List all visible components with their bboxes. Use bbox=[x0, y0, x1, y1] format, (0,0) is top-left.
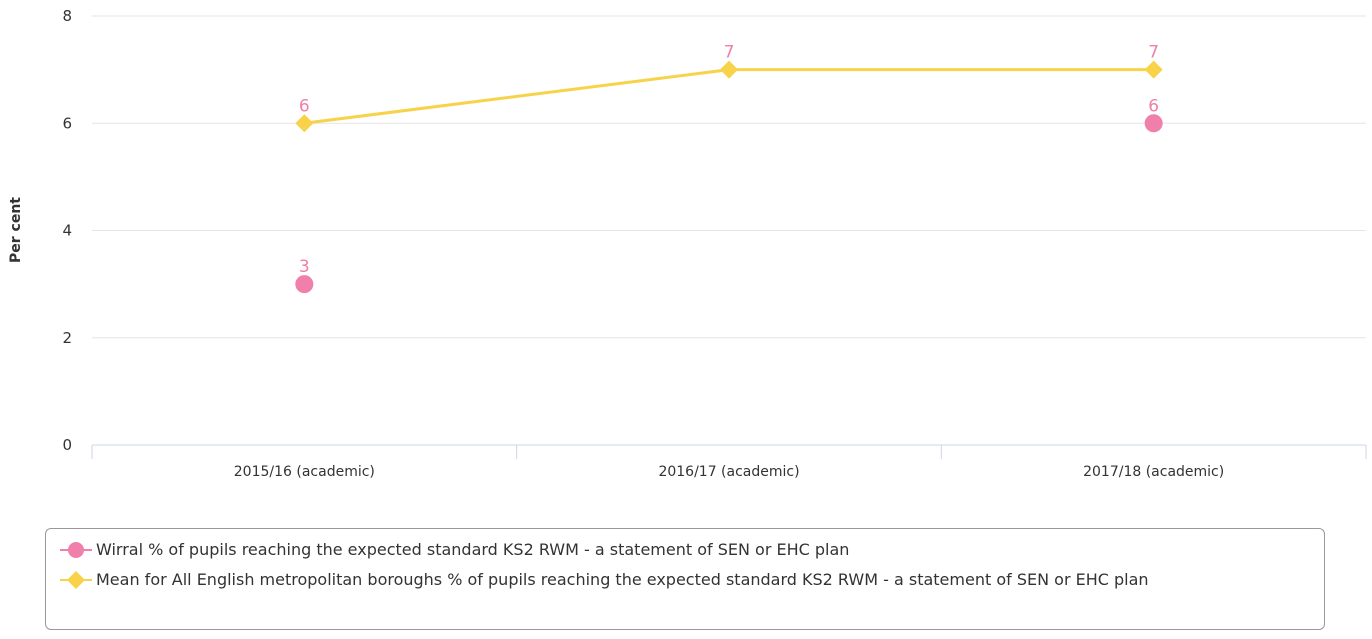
data-point[interactable] bbox=[295, 275, 314, 294]
x-tick-label: 2016/17 (academic) bbox=[658, 464, 799, 480]
legend-label-wirral: Wirral % of pupils reaching the expected… bbox=[96, 540, 850, 559]
x-tick-label: 2017/18 (academic) bbox=[1083, 464, 1224, 480]
data-label: 6 bbox=[299, 96, 310, 116]
data-labels: 3 6 6 7 7 bbox=[299, 43, 1159, 278]
y-tick-label: 8 bbox=[62, 7, 72, 25]
data-point[interactable] bbox=[720, 60, 738, 79]
x-tick-label: 2015/16 (academic) bbox=[234, 464, 375, 480]
data-point[interactable] bbox=[295, 114, 314, 133]
y-axis-ticks: 0 2 4 6 8 bbox=[62, 7, 72, 454]
y-tick-label: 2 bbox=[62, 329, 72, 347]
y-axis-label: Per cent bbox=[8, 197, 24, 263]
series-marks bbox=[295, 60, 1163, 294]
x-axis bbox=[91, 444, 1367, 459]
data-label: 3 bbox=[299, 257, 310, 277]
legend-diamond-icon bbox=[60, 571, 92, 589]
x-axis-ticks: 2015/16 (academic) 2016/17 (academic) 2017… bbox=[234, 464, 1224, 480]
data-label: 6 bbox=[1148, 96, 1159, 116]
legend-circle-icon bbox=[60, 542, 92, 558]
legend: Wirral % of pupils reaching the expected… bbox=[45, 528, 1325, 630]
data-label: 7 bbox=[1148, 43, 1159, 63]
legend-item-mean[interactable]: Mean for All English metropolitan boroug… bbox=[60, 569, 1308, 591]
y-tick-label: 6 bbox=[62, 114, 72, 132]
data-point[interactable] bbox=[1144, 60, 1163, 79]
y-tick-label: 0 bbox=[62, 436, 72, 454]
legend-item-wirral[interactable]: Wirral % of pupils reaching the expected… bbox=[60, 539, 1308, 561]
data-point[interactable] bbox=[1144, 114, 1163, 133]
legend-label-mean: Mean for All English metropolitan boroug… bbox=[96, 570, 1149, 589]
y-tick-label: 4 bbox=[62, 222, 72, 240]
data-label: 7 bbox=[724, 43, 735, 63]
chart-plot: 0 2 4 6 8 2015/16 (academic) 2016/17 (academi… bbox=[8, 7, 1367, 480]
